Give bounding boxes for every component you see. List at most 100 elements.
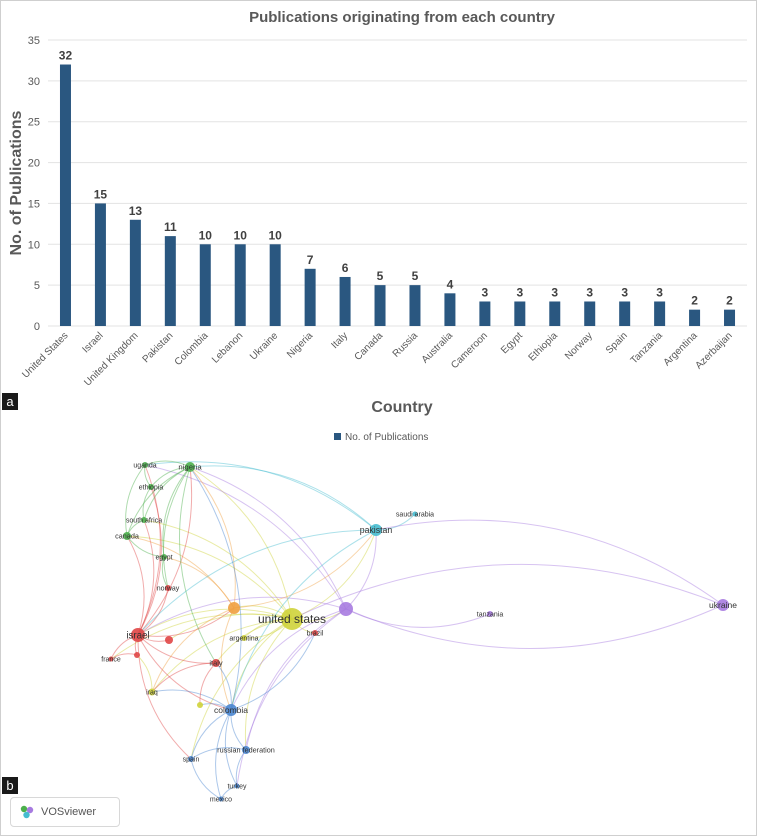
bar-italy — [339, 276, 351, 326]
node-label: mexico — [210, 796, 232, 803]
data-label: 7 — [307, 253, 314, 267]
y-tick-label: 5 — [34, 280, 40, 292]
node-ukraine — [717, 599, 729, 611]
data-label: 2 — [691, 294, 698, 308]
vosviewer-logo-icon — [20, 805, 34, 819]
node-turkey — [234, 783, 240, 789]
bar-australia — [444, 293, 456, 326]
bar-azerbaijan — [724, 309, 736, 326]
node-egypt — [161, 554, 167, 560]
node-france — [108, 656, 114, 662]
network-link — [126, 466, 191, 537]
x-tick-label: United States — [20, 330, 70, 380]
network-link — [142, 486, 152, 521]
network-link — [224, 709, 238, 787]
network-link — [189, 466, 242, 711]
bar-lebanon — [234, 244, 246, 326]
network-link — [143, 466, 191, 521]
node-pakistan — [370, 524, 382, 536]
node-canada — [123, 532, 131, 540]
network-link — [110, 613, 293, 660]
node-label: ethiopia — [139, 484, 164, 491]
network-link — [233, 529, 377, 609]
legend-swatch — [334, 433, 341, 440]
x-tick-label: Nigeria — [285, 330, 315, 360]
bar-russia — [409, 285, 421, 326]
network-link — [137, 634, 217, 664]
x-tick-label: Russia — [391, 330, 421, 360]
bar-tanzania — [654, 301, 666, 326]
network-link — [168, 613, 293, 641]
network-link — [125, 464, 146, 537]
data-label: 4 — [447, 277, 454, 291]
network-link — [137, 486, 162, 636]
data-label: 6 — [342, 261, 349, 275]
network-link — [220, 607, 235, 711]
data-label: 3 — [551, 285, 558, 299]
network-link — [163, 466, 191, 589]
node-label: south africa — [126, 517, 162, 524]
network-link — [230, 529, 377, 711]
x-tick-label: Spain — [604, 330, 630, 356]
node-label: argentina — [229, 635, 258, 642]
network-link — [345, 529, 377, 610]
network-link — [345, 608, 491, 628]
node-label: tanzania — [477, 611, 504, 618]
network-link — [136, 654, 153, 693]
network-link — [189, 465, 377, 531]
node-italy — [212, 659, 220, 667]
y-tick-label: 15 — [28, 198, 40, 210]
network-link — [144, 464, 347, 610]
network-link — [151, 662, 217, 693]
network-link — [244, 618, 293, 751]
x-tick-label: Pakistan — [141, 330, 176, 365]
y-tick-label: 20 — [28, 158, 40, 170]
data-label: 10 — [268, 228, 282, 242]
x-tick-label: Ethiopia — [527, 330, 561, 364]
node-iraq — [148, 688, 156, 696]
x-tick-label: Italy — [329, 330, 350, 351]
network-link — [199, 662, 217, 706]
network-link — [137, 529, 377, 636]
node-label: russian federation — [217, 745, 275, 754]
network-link — [162, 466, 191, 558]
x-tick-label: Cameroon — [449, 330, 490, 371]
data-label: 3 — [656, 285, 663, 299]
x-tick-label: Tanzania — [629, 330, 665, 366]
x-tick-label: Canada — [353, 330, 386, 363]
network-link — [151, 607, 235, 693]
x-tick-label: Colombia — [173, 330, 211, 368]
network-link — [291, 563, 724, 620]
network-link — [151, 689, 232, 711]
legend-label: No. of Publications — [345, 432, 428, 443]
node-brazil — [312, 630, 318, 636]
node-label: pakistan — [360, 525, 393, 535]
vosviewer-badge: VOSviewer — [10, 797, 120, 827]
network-link — [179, 466, 217, 664]
node-nigeria — [185, 462, 195, 472]
bar-ukraine — [269, 244, 281, 326]
x-tick-label: Egypt — [499, 330, 525, 356]
network-link — [137, 634, 192, 760]
bar-israel — [94, 203, 106, 326]
data-label: 5 — [412, 269, 419, 283]
network-nodes — [108, 462, 729, 802]
node-label: uganda — [133, 462, 156, 469]
bar-norway — [584, 301, 596, 326]
node-colombia — [225, 704, 237, 716]
network-link — [137, 596, 347, 636]
network-link — [375, 519, 724, 606]
node-label: iraq — [146, 689, 158, 696]
y-tick-label: 35 — [28, 35, 40, 47]
data-label: 32 — [59, 49, 73, 63]
y-tick-label: 30 — [28, 76, 40, 88]
node-uganda — [142, 462, 148, 468]
node-label: nigeria — [178, 463, 202, 472]
x-tick-label: Ukraine — [248, 330, 280, 362]
network-links — [110, 460, 724, 800]
network-link — [345, 604, 724, 649]
network-link — [137, 634, 232, 711]
bar-united-states — [59, 64, 71, 326]
data-label: 3 — [621, 285, 628, 299]
x-tick-label: Azerbaijan — [693, 330, 734, 371]
